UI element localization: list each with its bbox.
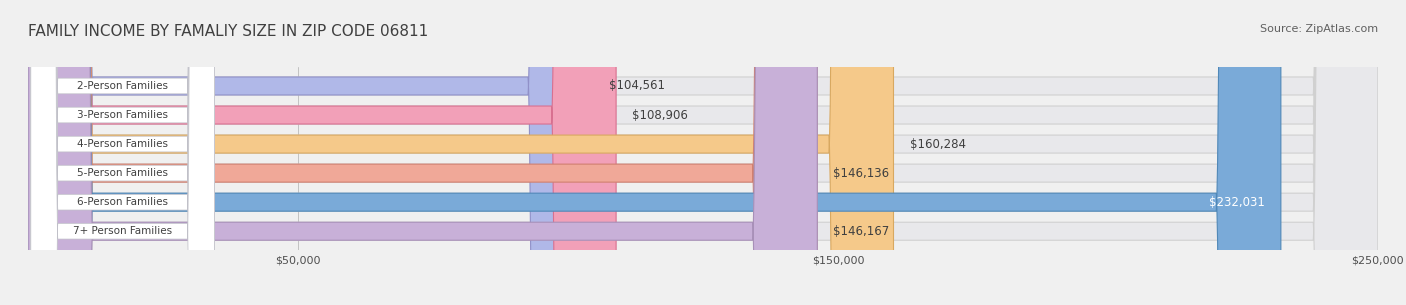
FancyBboxPatch shape — [31, 0, 214, 305]
FancyBboxPatch shape — [28, 0, 1378, 305]
FancyBboxPatch shape — [31, 0, 214, 305]
FancyBboxPatch shape — [28, 0, 817, 305]
FancyBboxPatch shape — [28, 0, 1378, 305]
Text: $146,136: $146,136 — [834, 167, 890, 180]
FancyBboxPatch shape — [28, 0, 1378, 305]
Text: 6-Person Families: 6-Person Families — [77, 197, 169, 207]
Text: $232,031: $232,031 — [1209, 196, 1264, 209]
Text: FAMILY INCOME BY FAMALIY SIZE IN ZIP CODE 06811: FAMILY INCOME BY FAMALIY SIZE IN ZIP COD… — [28, 24, 429, 39]
FancyBboxPatch shape — [28, 0, 616, 305]
Text: 4-Person Families: 4-Person Families — [77, 139, 169, 149]
FancyBboxPatch shape — [28, 0, 1378, 305]
FancyBboxPatch shape — [28, 0, 1378, 305]
Text: 2-Person Families: 2-Person Families — [77, 81, 169, 91]
FancyBboxPatch shape — [28, 0, 817, 305]
FancyBboxPatch shape — [31, 0, 214, 305]
Text: $108,906: $108,906 — [633, 109, 688, 121]
Text: Source: ZipAtlas.com: Source: ZipAtlas.com — [1260, 24, 1378, 34]
FancyBboxPatch shape — [28, 0, 1281, 305]
Text: $146,167: $146,167 — [834, 225, 890, 238]
Text: 5-Person Families: 5-Person Families — [77, 168, 169, 178]
Text: 7+ Person Families: 7+ Person Families — [73, 226, 172, 236]
Text: 3-Person Families: 3-Person Families — [77, 110, 169, 120]
FancyBboxPatch shape — [28, 0, 893, 305]
FancyBboxPatch shape — [31, 0, 214, 305]
Text: $160,284: $160,284 — [910, 138, 966, 151]
Text: $104,561: $104,561 — [609, 80, 665, 92]
FancyBboxPatch shape — [28, 0, 593, 305]
FancyBboxPatch shape — [31, 0, 214, 305]
FancyBboxPatch shape — [31, 0, 214, 305]
FancyBboxPatch shape — [28, 0, 1378, 305]
